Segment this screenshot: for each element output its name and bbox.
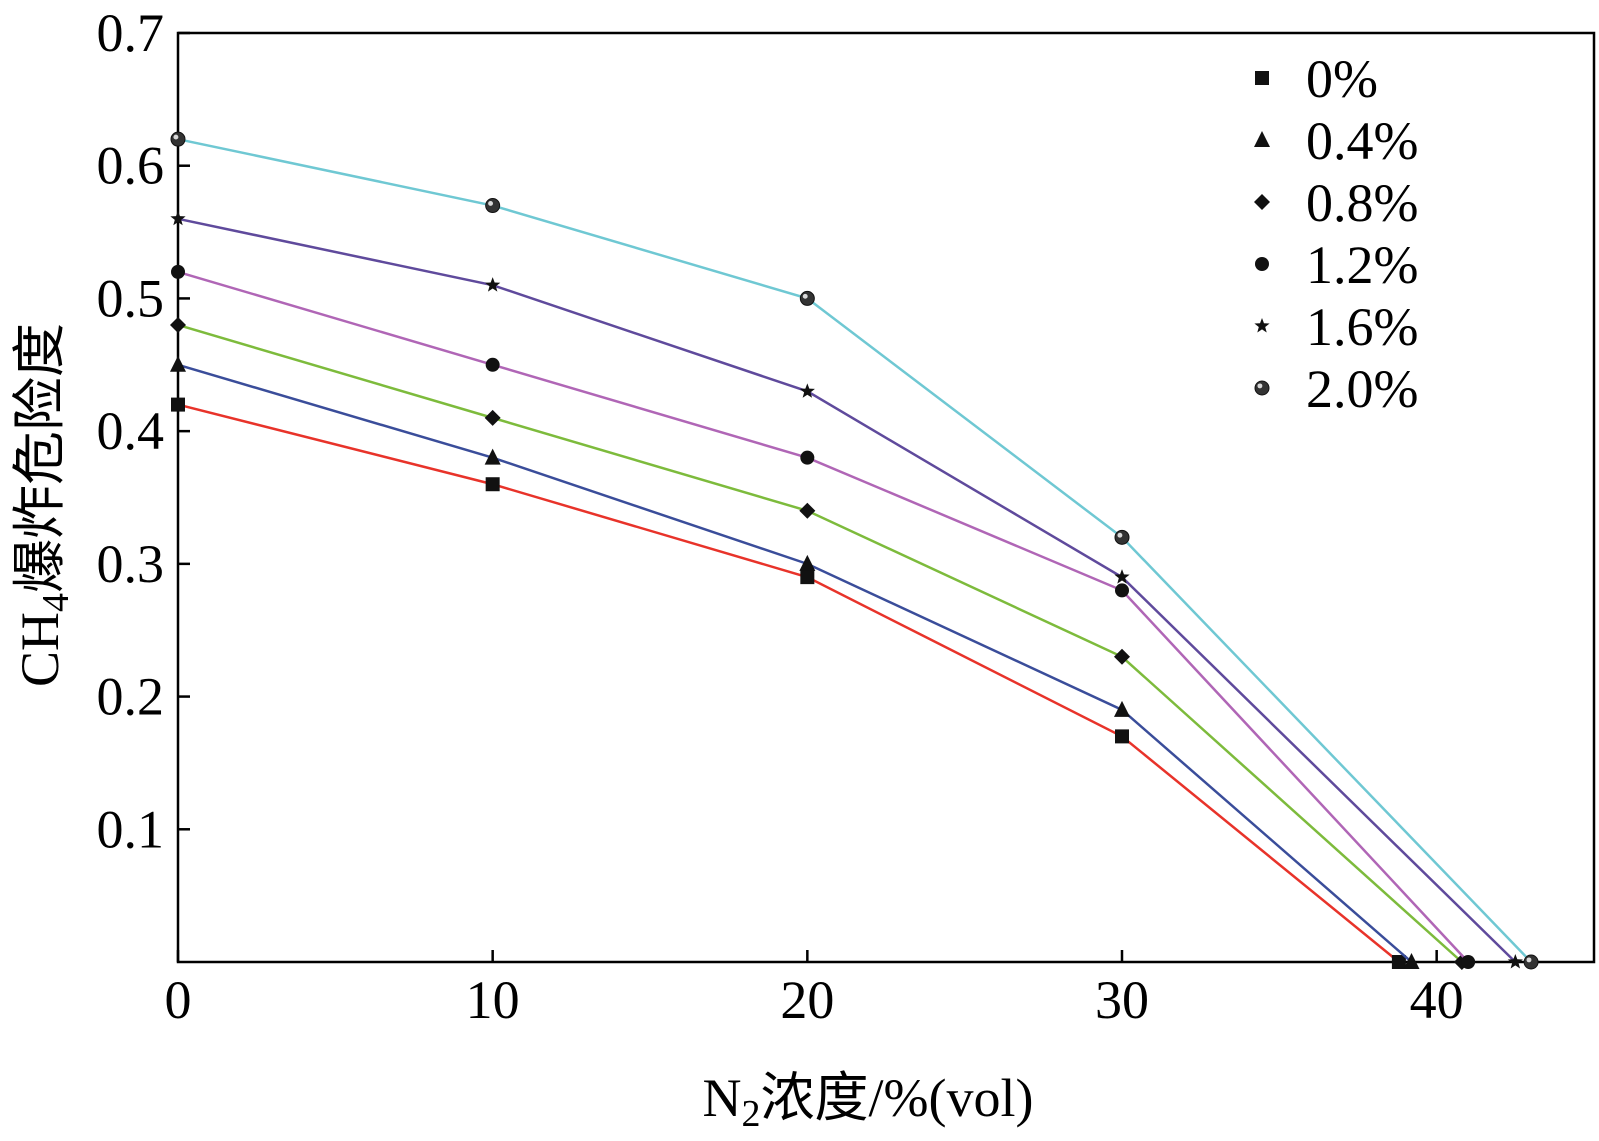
y-tick-label: 0.5 [97,268,165,328]
y-axis-title-main: CH [10,612,70,687]
data-point-marker [1461,955,1476,969]
data-point-marker [1507,954,1523,969]
x-axis-title-subscript: 2 [742,1093,761,1135]
legend-label: 0.8% [1306,173,1418,233]
data-point-marker [1114,569,1130,584]
y-tick-label: 0.6 [97,136,165,196]
data-point-marker [1115,583,1129,598]
series-4 [170,210,1523,969]
plot-frame [176,31,1596,964]
y-axis-title: CH4爆炸危险度 [10,323,77,687]
data-point-marker [1255,71,1269,85]
y-tick-label: 0.1 [97,799,165,859]
series-5 [170,131,1539,970]
y-axis-title-rest: 爆炸危险度 [10,323,70,593]
data-point-marker [799,383,815,398]
series-line [177,270,1470,963]
legend-entry: 0.4% [1254,111,1418,171]
x-tick-label: 0 [165,970,192,1030]
y-axis-title-subscript: 4 [35,593,77,612]
data-point-marker [484,448,501,465]
data-point-marker [485,477,500,492]
x-tick-label: 20 [780,970,834,1030]
legend-label: 0% [1306,49,1378,109]
data-point-marker [800,570,815,585]
y-tick-label: 0.2 [97,667,165,727]
data-point-marker [1254,194,1270,210]
legend-entry: 0.8% [1254,173,1418,233]
data-point-marker [1254,380,1270,396]
x-tick-label: 30 [1095,970,1149,1030]
marker-highlight [802,293,808,299]
data-point-marker [1254,131,1270,147]
x-tick-label: 10 [466,970,520,1030]
data-point-marker [485,357,500,372]
x-axis-title: N2浓度/%(vol) [703,1068,1034,1135]
x-tick-label: 40 [1410,970,1464,1030]
legend-label: 1.6% [1306,297,1418,357]
data-point-marker [799,290,815,306]
marker-highlight [488,200,494,206]
x-axis-title-rest: 浓度/%(vol) [761,1068,1034,1128]
marker-highlight [1117,532,1123,538]
series-layer [170,131,1539,970]
data-point-marker [800,450,815,465]
y-tick-label: 0.4 [97,401,165,461]
data-point-marker [1403,953,1420,969]
data-point-marker [170,316,186,333]
marker-highlight [173,134,179,140]
series-1 [170,355,1420,969]
legend-label: 0.4% [1306,111,1418,171]
x-axis-title-main: N [703,1068,742,1128]
data-point-marker [799,502,816,519]
legend-entry: 2.0% [1254,359,1418,419]
series-2 [170,316,1470,970]
data-point-marker [171,264,185,279]
data-point-marker [1114,700,1130,717]
data-point-marker [799,554,816,571]
axes: 0 10 20 30 40 0.1 0.2 0.3 0.4 0.5 0.6 0.7 [97,3,1464,1030]
marker-highlight [1526,957,1532,963]
data-point-marker [1523,954,1539,970]
series-3 [171,264,1476,969]
series-0 [171,397,1406,969]
data-point-marker [1114,648,1130,665]
y-tick-label: 0.3 [97,534,165,594]
data-point-marker [1114,529,1130,545]
data-point-marker [1254,318,1270,333]
legend-entry: 1.6% [1254,297,1418,357]
marker-highlight [1257,383,1263,389]
legend-label: 1.2% [1306,235,1418,295]
data-point-marker [170,210,186,226]
y-tick-label: 0.7 [97,3,165,63]
series-line [177,403,1400,963]
data-point-marker [1391,955,1406,969]
data-point-marker [1255,257,1269,271]
legend-entry: 0% [1255,49,1378,109]
data-point-marker [1115,729,1129,744]
data-point-marker [485,277,501,292]
data-point-marker [484,409,501,426]
legend: 0%0.4%0.8%1.2%1.6%2.0% [1254,49,1418,419]
plot-area [176,31,1596,964]
legend-label: 2.0% [1306,359,1418,419]
data-point-marker [170,131,186,147]
legend-entry: 1.2% [1255,235,1418,295]
data-point-marker [170,355,186,372]
data-point-marker [485,198,501,214]
data-point-marker [171,397,185,412]
